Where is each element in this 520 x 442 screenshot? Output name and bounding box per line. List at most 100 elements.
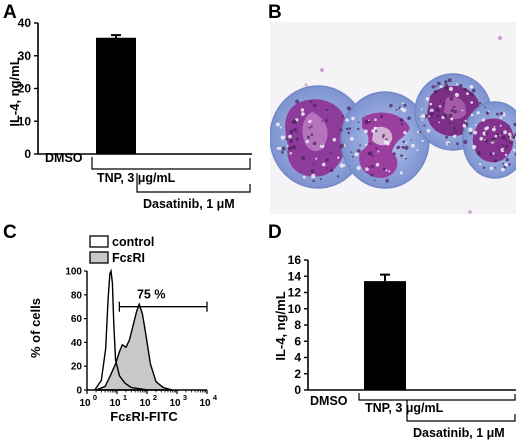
panel-c-x-tick-exponent: 3 [183, 393, 187, 402]
granule [370, 164, 374, 169]
granule [440, 99, 442, 102]
granule [280, 135, 285, 140]
granule [499, 124, 502, 127]
granule [392, 152, 396, 156]
granule [504, 153, 508, 157]
granule [493, 159, 498, 163]
panel-c-x-tick-exponent: 4 [213, 393, 218, 402]
granule [421, 139, 424, 143]
panel-c-plot: 75 % [94, 268, 208, 391]
granule [365, 143, 368, 146]
granule [295, 130, 298, 133]
granule [448, 113, 453, 118]
granule [492, 137, 496, 140]
panel-letter-c: C [3, 222, 17, 243]
granule [348, 127, 352, 130]
panel-c-x-tick-exponent: 1 [123, 393, 127, 402]
panel-a-y-tick-label: 20 [18, 82, 32, 96]
granule [464, 119, 467, 122]
granule [431, 85, 435, 89]
panel-c-y-axis-label: % of cells [28, 298, 43, 358]
panel-a-bar [96, 37, 136, 154]
granule [377, 150, 380, 153]
granule [475, 123, 478, 126]
granule [419, 131, 422, 134]
granule [508, 163, 511, 166]
granule [364, 119, 369, 124]
granule [513, 123, 516, 127]
panel-a-y-tick-label: 40 [18, 16, 32, 30]
panel-d-y-tick-label: 2 [294, 367, 301, 381]
granule [492, 152, 495, 155]
granule [306, 135, 310, 139]
legend-label-fceri: FcεRI [112, 251, 145, 265]
granule [479, 102, 482, 105]
granule [417, 130, 420, 134]
granule [404, 156, 407, 159]
granule [281, 146, 286, 151]
panel-c-y-tick-label: 60 [71, 314, 83, 325]
granule [503, 130, 507, 135]
granule [444, 80, 448, 84]
granule [402, 140, 406, 144]
granule [468, 127, 473, 132]
panel-a-axes: 0 10 20 30 40 [18, 16, 252, 161]
granule [312, 179, 316, 183]
granule [450, 117, 454, 121]
granule [295, 99, 300, 104]
granule [321, 143, 323, 146]
granule [407, 116, 411, 120]
granule [382, 133, 386, 137]
granule [310, 169, 315, 173]
granule [285, 137, 288, 141]
granule [470, 92, 474, 97]
granule [484, 139, 489, 143]
panel-d-y-axis-label: IL-4, ng/mL [273, 291, 288, 360]
panel-a-label-tnp: TNP, 3 μg/mL [97, 171, 176, 185]
panel-c-x-tick-label: 10 [139, 398, 151, 409]
granule [461, 109, 464, 112]
granule [500, 147, 505, 153]
granule [485, 111, 489, 114]
granule [404, 145, 409, 150]
granule [382, 167, 386, 171]
granule [410, 139, 413, 141]
granule [302, 175, 306, 179]
granule [341, 115, 344, 118]
granule [447, 143, 450, 145]
granule [514, 135, 516, 140]
panel-d-bracket-tnp [358, 393, 516, 401]
granule [375, 147, 378, 150]
panel-d-bar-chart: 0 2 4 6 8 10 12 14 16 IL-4, ng/mL DMSO TNP, 3 μg… [273, 253, 516, 440]
panel-c-y-tick-label: 20 [71, 362, 83, 373]
granule [365, 167, 369, 172]
granule [463, 139, 468, 145]
granule [444, 86, 449, 91]
granule [368, 119, 370, 122]
granule [456, 142, 459, 146]
granule [462, 123, 465, 126]
nucleus [359, 112, 410, 178]
panel-letter-d: D [268, 222, 282, 243]
granule [382, 135, 385, 139]
panel-c-legend: control FcεRI [89, 235, 154, 265]
granule [463, 87, 468, 92]
panel-a-y-tick-label: 10 [18, 114, 32, 128]
granule [395, 108, 398, 111]
granule [339, 128, 343, 132]
granule [325, 158, 329, 162]
granule [371, 155, 374, 158]
granule [288, 146, 292, 151]
granule [411, 144, 415, 148]
granule [476, 111, 480, 115]
granule [459, 83, 463, 88]
granule [326, 167, 329, 169]
granule [279, 126, 282, 129]
granule [373, 179, 376, 182]
granule [450, 108, 454, 113]
panel-c-x-tick-label: 10 [199, 398, 211, 409]
granule [345, 118, 349, 122]
panel-a-y-axis-label: IL-4, ng/mL [7, 57, 22, 126]
granule [501, 167, 505, 172]
